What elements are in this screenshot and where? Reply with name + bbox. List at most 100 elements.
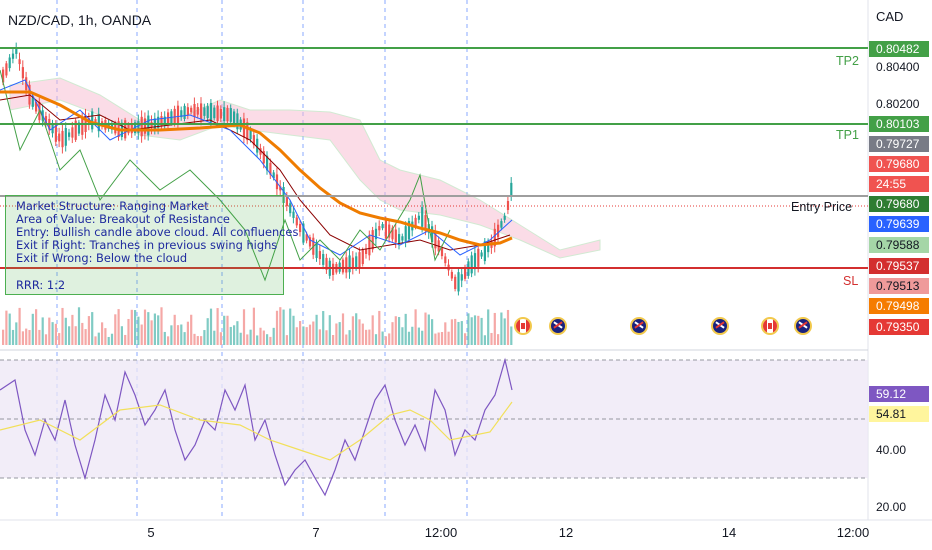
- volume-bar: [35, 309, 38, 345]
- time-label-7: 7: [312, 525, 320, 540]
- candle-body: [384, 218, 387, 239]
- lagging-span: [0, 69, 451, 282]
- rsi-value-badge: 59.12: [869, 386, 929, 402]
- candle-body: [31, 97, 34, 107]
- volume-bar: [417, 327, 420, 345]
- volume-bar: [500, 312, 503, 345]
- candle-body: [285, 197, 288, 207]
- price-tick-1: 0.80200: [876, 97, 920, 111]
- volume-bar: [440, 332, 444, 345]
- volume-bar: [256, 335, 259, 345]
- note-exit-right: Exit if Right: Tranches in previous swin…: [16, 238, 278, 252]
- volume-bar: [312, 321, 315, 345]
- volume-bar: [391, 322, 394, 345]
- price-badge: 0.79498: [869, 298, 929, 314]
- volume-bar: [64, 317, 67, 345]
- volume-bar: [160, 307, 163, 345]
- volume-bar: [21, 331, 24, 345]
- candle-body: [209, 102, 213, 123]
- volume-bar: [457, 321, 460, 345]
- volume-bar: [483, 335, 486, 345]
- canada-flag-icon[interactable]: [761, 317, 779, 335]
- time-label-1200-b: 12:00: [836, 525, 870, 540]
- rsi-ma-line: [0, 401, 513, 461]
- symbol-title[interactable]: NZD/CAD, 1h, OANDA: [8, 12, 152, 28]
- canada-flag-icon[interactable]: [514, 317, 532, 335]
- candle-body: [15, 47, 18, 54]
- volume-bar: [58, 333, 61, 345]
- volume-bar: [388, 333, 391, 345]
- moving-average-line: [0, 90, 513, 247]
- price-badge: 0.80482: [869, 41, 929, 57]
- candle-body: [374, 228, 378, 240]
- volume-bar: [421, 330, 424, 345]
- new-zealand-flag-icon[interactable]: [549, 317, 567, 335]
- candle-body: [54, 124, 57, 142]
- volume-bar: [84, 329, 87, 345]
- candle-body: [434, 231, 437, 249]
- new-zealand-flag-icon[interactable]: [711, 317, 729, 335]
- new-zealand-flag-icon[interactable]: [630, 317, 648, 335]
- volume-bar: [114, 314, 117, 345]
- candle-body: [77, 122, 81, 134]
- candle-body: [368, 235, 371, 256]
- candle-body: [266, 155, 269, 171]
- candle-body: [404, 226, 407, 243]
- price-badge: 0.79639: [869, 216, 929, 232]
- volume-bar: [176, 325, 180, 345]
- candle-body: [503, 215, 506, 220]
- note-entry: Entry: Bullish candle above cloud. All c…: [16, 225, 299, 239]
- volume-bar: [279, 307, 282, 345]
- new-zealand-flag-icon[interactable]: [794, 317, 812, 335]
- volume-bar: [18, 307, 21, 345]
- candle-body: [427, 224, 430, 233]
- candle-body: [68, 132, 71, 137]
- volume-bar: [338, 322, 341, 345]
- volume-bar: [170, 325, 173, 345]
- volume-bar: [5, 310, 8, 345]
- volume-bar: [28, 330, 31, 345]
- price-badge: 24:55: [869, 176, 929, 192]
- volume-bar: [378, 310, 381, 345]
- volume-bar: [173, 314, 176, 345]
- volume-bar: [355, 313, 358, 345]
- candle-body: [190, 107, 193, 113]
- volume-bar: [233, 325, 236, 345]
- volume-bar: [510, 326, 513, 345]
- candle-body: [407, 220, 411, 240]
- volume-bar: [87, 316, 90, 345]
- volume-bar: [341, 313, 345, 345]
- price-tick-0: 0.80400: [876, 60, 920, 74]
- volume-bar: [25, 328, 28, 345]
- candle-body: [345, 257, 348, 273]
- tp1-label: TP1: [836, 128, 859, 142]
- time-label-12: 12: [558, 525, 574, 540]
- volume-bar: [299, 321, 302, 345]
- candle-body: [233, 111, 236, 125]
- volume-bar: [322, 311, 325, 345]
- volume-bar: [259, 327, 262, 345]
- candle-body: [5, 63, 8, 76]
- volume-bar: [68, 326, 71, 345]
- candle-body: [295, 217, 298, 226]
- currency-label[interactable]: CAD: [876, 9, 904, 24]
- candle-body: [18, 59, 21, 65]
- candle-body: [74, 120, 77, 140]
- candle-body: [8, 57, 11, 69]
- candle-body: [341, 259, 345, 273]
- volume-bar: [454, 318, 457, 345]
- candle-body: [318, 251, 321, 260]
- volume-bar: [104, 328, 107, 345]
- volume-bar: [223, 315, 226, 345]
- candle-body: [91, 111, 94, 130]
- candle-body: [137, 121, 140, 134]
- price-badge: 0.79680: [869, 196, 929, 212]
- candle-body: [81, 116, 84, 135]
- volume-bar: [434, 333, 437, 345]
- candle-body: [305, 234, 308, 241]
- candle-body: [421, 207, 424, 227]
- volume-bar: [15, 322, 18, 345]
- trade-notes-box[interactable]: Market Structure: Ranging Market Area of…: [5, 195, 298, 295]
- volume-bar: [81, 322, 84, 345]
